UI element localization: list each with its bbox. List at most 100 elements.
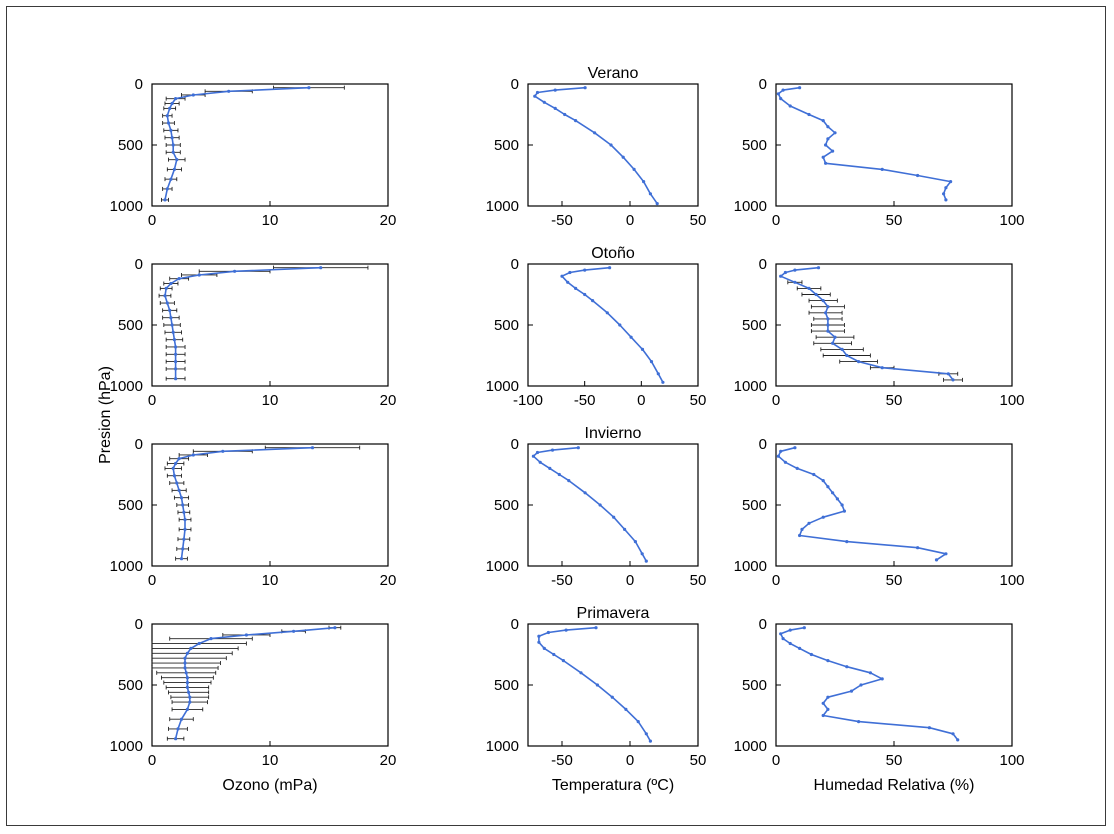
data-point-row1-col2 [642, 180, 646, 184]
data-point-row2-col3 [826, 305, 830, 309]
data-point-row1-col1 [170, 136, 174, 140]
data-point-row4-col3 [826, 659, 830, 663]
data-point-row3-col1 [310, 446, 315, 450]
data-point-row1-col3 [781, 88, 785, 92]
data-point-row2-col1 [165, 301, 169, 305]
data-point-row1-col2 [542, 100, 546, 104]
data-point-row2-col1 [197, 273, 201, 277]
ytick-label-row4-col3: 500 [742, 677, 767, 694]
data-point-row1-col1 [166, 121, 171, 125]
data-point-row3-col3 [840, 503, 844, 507]
data-point-row4-col3 [868, 671, 873, 675]
data-point-row2-col2 [618, 323, 622, 327]
data-point-row4-col2 [624, 707, 628, 712]
data-point-row3-col3 [944, 552, 948, 556]
data-point-row2-col3 [840, 347, 844, 351]
profile-line-row2-col2 [561, 266, 664, 383]
data-point-row4-col2 [636, 720, 640, 724]
data-point-row3-col3 [826, 485, 830, 489]
ytick-label-row3-col2: 500 [494, 497, 519, 514]
data-point-row3-col2 [633, 540, 638, 544]
ytick-label-row1-col2: 0 [511, 76, 519, 93]
data-point-row1-col1 [171, 143, 175, 147]
axes-frame-row1-col1 [151, 83, 389, 207]
xtick-label-row3-col3: 0 [772, 572, 780, 589]
data-point-row1-col1 [175, 158, 179, 162]
data-point-row1-col3 [798, 86, 802, 90]
xtick-label-row3-col2: 0 [626, 572, 634, 589]
data-point-row1-col3 [916, 173, 920, 178]
data-point-row4-col3 [802, 626, 806, 630]
xtick-label-row2-col1: 10 [262, 392, 279, 409]
data-point-row2-col1 [170, 323, 174, 327]
data-point-row2-col3 [826, 317, 830, 321]
data-point-row1-col2 [621, 155, 625, 159]
data-point-row4-col1 [185, 681, 189, 685]
ytick-label-row2-col2: 1000 [486, 378, 519, 395]
data-point-row3-col1 [221, 449, 225, 453]
data-point-row1-col2 [553, 106, 557, 110]
xtick-label-row4-col1: 20 [380, 752, 397, 769]
data-point-row1-col3 [824, 143, 828, 147]
data-point-row3-col3 [845, 540, 849, 544]
ytick-label-row4-col2: 1000 [486, 738, 519, 755]
profile-line-row4-col3 [779, 626, 959, 741]
data-point-row1-col3 [807, 112, 811, 117]
xtick-label-row3-col3: 50 [886, 572, 903, 589]
ytick-label-row1-col2: 1000 [486, 198, 519, 215]
ytick-label-row2-col3: 1000 [734, 378, 767, 395]
data-point-row3-col3 [934, 558, 939, 562]
data-point-row4-col2 [564, 628, 568, 632]
data-point-row2-col3 [857, 360, 861, 364]
data-point-row3-col1 [182, 537, 186, 541]
data-point-row3-col3 [821, 479, 825, 483]
profile-line-row1-col1 [164, 86, 309, 201]
data-point-row3-col2 [583, 491, 587, 495]
ytick-label-row3-col3: 500 [742, 497, 767, 514]
data-point-row3-col1 [177, 488, 181, 492]
xtick-label-row3-col2: -50 [551, 572, 573, 589]
xtick-label-row2-col3: 0 [772, 392, 780, 409]
ytick-label-row4-col2: 0 [511, 616, 519, 633]
profile-line-row3-col1 [172, 446, 313, 559]
data-point-row1-col1 [307, 86, 311, 90]
ytick-label-row1-col3: 1000 [734, 198, 767, 215]
ytick-label-row2-col1: 0 [135, 256, 143, 273]
data-point-row3-col3 [795, 466, 799, 470]
data-point-row1-col2 [533, 94, 537, 98]
data-point-row2-col1 [174, 345, 178, 349]
data-point-row4-col3 [809, 652, 814, 657]
data-point-row4-col3 [849, 689, 854, 693]
data-point-row2-col1 [233, 269, 237, 273]
ytick-label-row2-col3: 500 [742, 317, 767, 334]
data-point-row2-col3 [783, 270, 788, 275]
data-point-row2-col2 [629, 335, 633, 339]
ytick-label-row1-col1: 0 [135, 76, 143, 93]
data-point-row3-col3 [793, 446, 797, 450]
data-point-row4-col1 [188, 700, 192, 704]
x-axis-label-col3: Humedad Relativa (%) [814, 777, 975, 794]
data-point-row4-col3 [956, 738, 960, 742]
figure-frame [6, 6, 1106, 826]
data-point-row3-col2 [557, 472, 561, 477]
data-point-row1-col3 [824, 161, 828, 165]
profile-line-row3-col3 [777, 446, 947, 561]
data-point-row1-col2 [632, 167, 636, 171]
data-point-row2-col2 [605, 311, 609, 315]
axes-frame-row4-col2 [527, 623, 699, 747]
xtick-label-row1-col1: 10 [262, 212, 279, 229]
xtick-label-row1-col1: 20 [380, 212, 397, 229]
xtick-label-row2-col3: 50 [886, 392, 903, 409]
data-point-row3-col1 [175, 481, 179, 485]
data-point-row2-col3 [880, 366, 884, 370]
x-axis-label-col2: Temperatura (ºC) [552, 777, 674, 794]
data-point-row2-col2 [583, 268, 587, 272]
ytick-label-row3-col1: 0 [135, 436, 143, 453]
ytick-label-row3-col3: 1000 [734, 558, 767, 575]
xtick-label-row1-col3: 0 [772, 212, 780, 229]
data-point-row1-col3 [779, 97, 783, 101]
data-point-row3-col2 [598, 503, 602, 507]
xtick-label-row4-col3: 50 [886, 752, 903, 769]
xtick-label-row1-col3: 100 [999, 212, 1024, 229]
ytick-label-row3-col3: 0 [759, 436, 767, 453]
